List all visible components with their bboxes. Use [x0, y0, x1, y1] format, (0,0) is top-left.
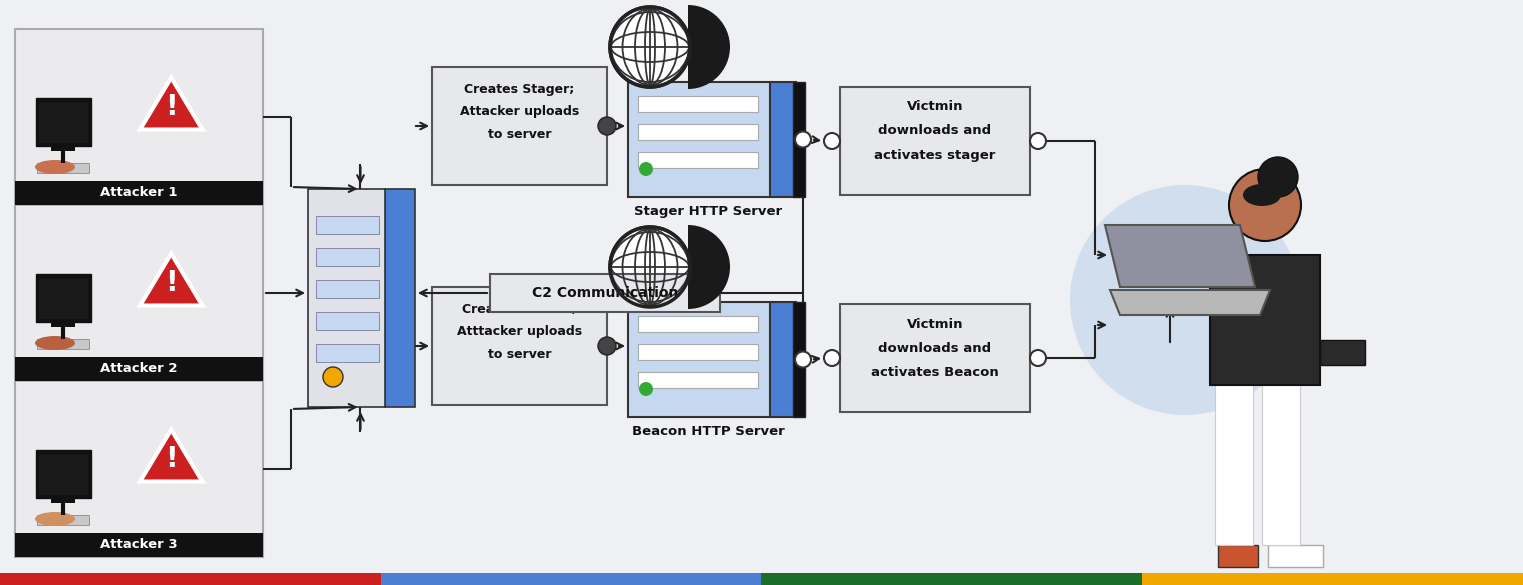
Text: downloads and: downloads and — [879, 342, 991, 355]
Bar — [50, 498, 75, 503]
Text: Stager HTTP Server: Stager HTTP Server — [634, 205, 783, 218]
Bar — [15, 533, 263, 557]
Ellipse shape — [1243, 184, 1281, 206]
Bar — [771, 302, 797, 417]
Bar — [15, 181, 263, 205]
Bar — [385, 189, 414, 407]
Text: Attacker uploads: Attacker uploads — [460, 105, 579, 119]
Circle shape — [795, 132, 812, 147]
Bar — [50, 146, 75, 151]
Circle shape — [824, 350, 841, 366]
Text: to server: to server — [487, 349, 551, 362]
Text: Attacker 2: Attacker 2 — [101, 363, 178, 376]
Text: activates Beacon: activates Beacon — [871, 366, 999, 378]
Circle shape — [640, 162, 653, 176]
Bar — [627, 302, 774, 417]
Circle shape — [1030, 350, 1046, 366]
Bar — [315, 216, 379, 234]
Circle shape — [1071, 185, 1301, 415]
Circle shape — [611, 227, 690, 307]
Polygon shape — [140, 429, 203, 481]
Text: Victmin: Victmin — [906, 318, 963, 331]
Bar — [638, 152, 758, 168]
Bar — [37, 515, 88, 525]
Text: !: ! — [164, 93, 178, 121]
Bar — [841, 304, 1030, 412]
Bar — [15, 29, 263, 557]
Bar — [37, 274, 91, 322]
Text: Atttacker uploads: Atttacker uploads — [457, 325, 582, 339]
Bar — [37, 339, 88, 349]
Bar — [771, 82, 797, 197]
Text: Victmin: Victmin — [906, 101, 963, 113]
Bar — [1320, 340, 1365, 365]
Bar — [638, 344, 758, 360]
Bar — [40, 103, 88, 143]
Polygon shape — [140, 78, 203, 129]
Bar — [627, 82, 774, 197]
Bar — [37, 163, 88, 173]
Bar — [15, 357, 263, 381]
Text: activates stager: activates stager — [874, 149, 996, 161]
Bar — [40, 279, 88, 319]
Circle shape — [1030, 133, 1046, 149]
Bar — [315, 248, 379, 266]
Bar — [40, 455, 88, 495]
Bar — [1218, 545, 1258, 567]
Bar — [638, 316, 758, 332]
Bar — [1142, 573, 1523, 585]
Bar — [1209, 255, 1320, 385]
Bar — [638, 124, 758, 140]
Text: Beacon HTTP Server: Beacon HTTP Server — [632, 425, 784, 438]
Bar — [762, 573, 1142, 585]
Bar — [793, 82, 806, 197]
Circle shape — [640, 382, 653, 396]
Bar — [50, 322, 75, 327]
Ellipse shape — [35, 160, 75, 174]
Circle shape — [599, 337, 615, 355]
Bar — [433, 287, 608, 405]
Circle shape — [824, 133, 841, 149]
Circle shape — [1229, 169, 1301, 241]
Polygon shape — [140, 253, 203, 305]
Bar — [315, 312, 379, 330]
Circle shape — [599, 117, 615, 135]
Bar — [433, 67, 608, 185]
Text: Creates Beacon;: Creates Beacon; — [461, 302, 577, 315]
Text: C2 Communication: C2 Communication — [532, 286, 678, 300]
Bar — [841, 87, 1030, 195]
Text: Attacker 3: Attacker 3 — [101, 539, 178, 552]
Polygon shape — [1106, 225, 1255, 287]
Text: Creates Stager;: Creates Stager; — [465, 82, 574, 95]
Bar — [793, 302, 806, 417]
Ellipse shape — [35, 336, 75, 350]
Text: !: ! — [164, 269, 178, 297]
Ellipse shape — [35, 512, 75, 526]
Bar — [638, 96, 758, 112]
Bar — [490, 274, 720, 312]
Bar — [315, 280, 379, 298]
Polygon shape — [1110, 290, 1270, 315]
Text: !: ! — [164, 445, 178, 473]
Circle shape — [323, 367, 343, 387]
Bar — [1215, 385, 1253, 545]
Text: downloads and: downloads and — [879, 125, 991, 137]
Circle shape — [1258, 157, 1298, 197]
Bar — [638, 372, 758, 388]
Circle shape — [611, 7, 690, 87]
Circle shape — [795, 352, 812, 367]
Bar — [37, 98, 91, 146]
Wedge shape — [688, 225, 730, 309]
Text: Attacker 1: Attacker 1 — [101, 187, 178, 199]
Wedge shape — [688, 5, 730, 89]
Bar — [1269, 545, 1323, 567]
Bar — [308, 189, 385, 407]
Bar — [0, 573, 381, 585]
Bar — [37, 450, 91, 498]
Bar — [315, 344, 379, 362]
Text: to server: to server — [487, 129, 551, 142]
Bar — [381, 573, 762, 585]
Bar — [1263, 385, 1301, 545]
